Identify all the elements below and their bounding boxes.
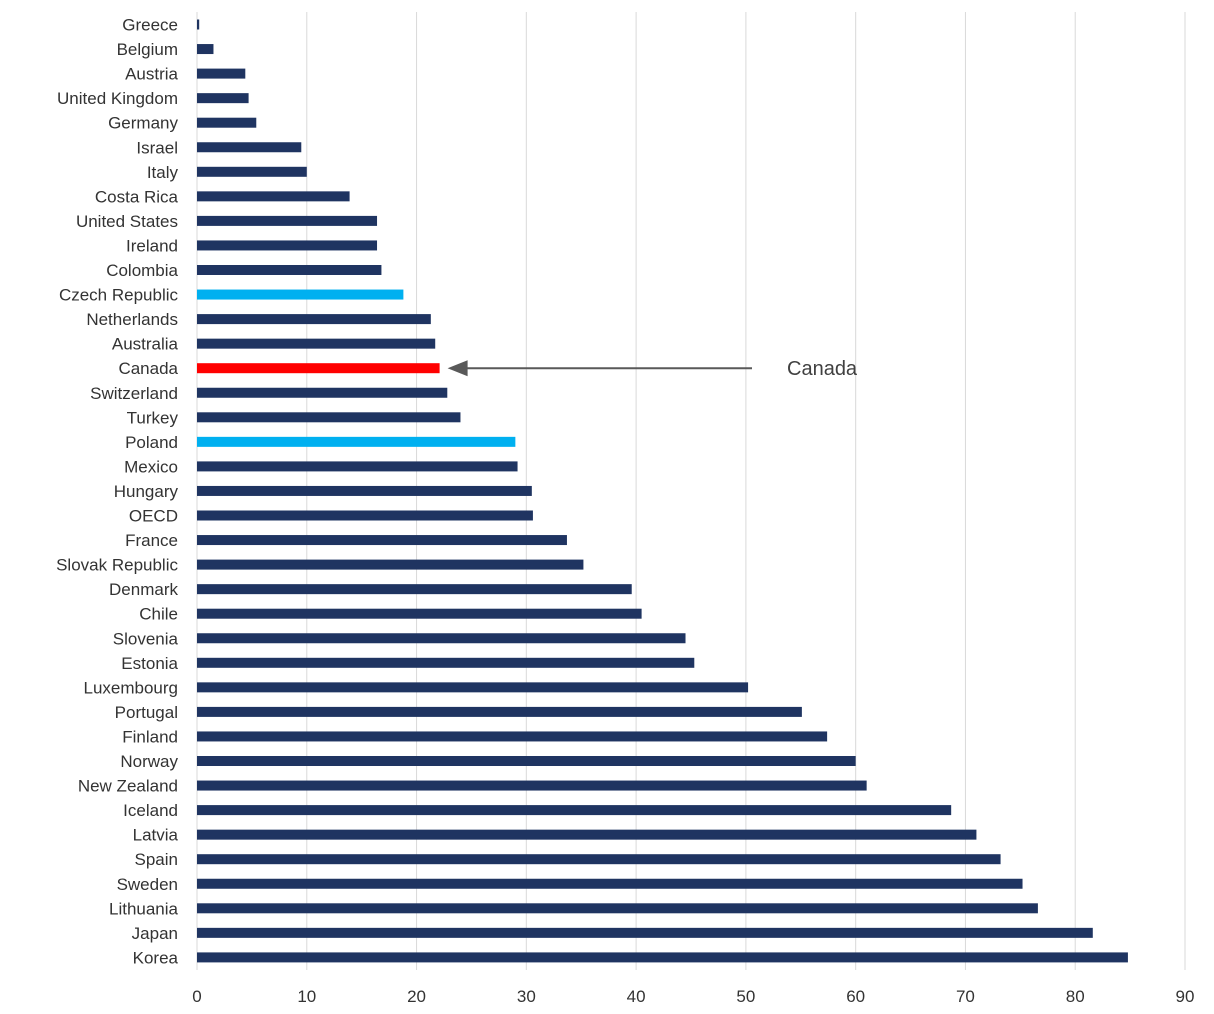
bar-slovenia xyxy=(197,633,686,644)
bar-united-kingdom xyxy=(197,93,249,104)
category-label-portugal: Portugal xyxy=(115,703,178,722)
category-label-united-states: United States xyxy=(76,212,178,231)
bar-australia xyxy=(197,338,436,349)
bar-ireland xyxy=(197,240,378,251)
x-tick-label-50: 50 xyxy=(736,987,755,1006)
bar-portugal xyxy=(197,706,802,717)
category-label-luxembourg: Luxembourg xyxy=(83,678,178,697)
category-label-mexico: Mexico xyxy=(124,457,178,476)
x-tick-label-90: 90 xyxy=(1176,987,1195,1006)
category-label-netherlands: Netherlands xyxy=(86,310,178,329)
category-label-finland: Finland xyxy=(122,727,178,746)
bar-luxembourg xyxy=(197,682,749,693)
category-label-greece: Greece xyxy=(122,16,178,35)
bar-oecd xyxy=(197,510,533,521)
bar-israel xyxy=(197,142,302,153)
bar-hungary xyxy=(197,485,532,496)
bar-germany xyxy=(197,117,257,128)
bar-sweden xyxy=(197,878,1023,889)
x-tick-label-40: 40 xyxy=(627,987,646,1006)
category-label-france: France xyxy=(125,531,178,550)
category-label-sweden: Sweden xyxy=(117,875,178,894)
bar-greece xyxy=(197,19,200,30)
category-labels: Greece Belgium Austria United Kingdom German… xyxy=(56,16,178,968)
bar-latvia xyxy=(197,829,977,840)
bar-denmark xyxy=(197,584,632,595)
bars xyxy=(197,19,1128,963)
category-label-hungary: Hungary xyxy=(114,482,179,501)
category-label-colombia: Colombia xyxy=(106,261,178,280)
category-label-slovak-republic: Slovak Republic xyxy=(56,556,178,575)
category-label-spain: Spain xyxy=(135,850,178,869)
category-label-japan: Japan xyxy=(132,924,178,943)
bar-mexico xyxy=(197,461,518,472)
category-label-ireland: Ireland xyxy=(126,236,178,255)
category-label-oecd: OECD xyxy=(129,507,178,526)
bar-iceland xyxy=(197,805,952,816)
category-label-austria: Austria xyxy=(125,65,178,84)
bar-lithuania xyxy=(197,903,1038,914)
bar-switzerland xyxy=(197,387,448,398)
category-label-estonia: Estonia xyxy=(121,654,178,673)
category-label-costa-rica: Costa Rica xyxy=(95,187,179,206)
bar-finland xyxy=(197,731,828,742)
x-tick-label-20: 20 xyxy=(407,987,426,1006)
bar-korea xyxy=(197,952,1128,963)
category-label-iceland: Iceland xyxy=(123,801,178,820)
category-label-korea: Korea xyxy=(133,948,179,967)
bar-canada xyxy=(197,363,440,374)
bar-spain xyxy=(197,854,1001,865)
x-tick-label-70: 70 xyxy=(956,987,975,1006)
bar-italy xyxy=(197,166,307,177)
bar-united-states xyxy=(197,215,378,226)
category-label-norway: Norway xyxy=(120,752,178,771)
x-tick-label-10: 10 xyxy=(297,987,316,1006)
x-tick-label-80: 80 xyxy=(1066,987,1085,1006)
category-label-new-zealand: New Zealand xyxy=(78,777,178,796)
category-label-germany: Germany xyxy=(108,114,178,133)
category-label-belgium: Belgium xyxy=(117,40,178,59)
category-label-united-kingdom: United Kingdom xyxy=(57,89,178,108)
bar-turkey xyxy=(197,412,461,423)
category-label-slovenia: Slovenia xyxy=(113,629,179,648)
category-label-australia: Australia xyxy=(112,335,179,354)
bar-netherlands xyxy=(197,314,431,325)
bar-france xyxy=(197,535,567,546)
bar-chile xyxy=(197,608,642,619)
category-label-denmark: Denmark xyxy=(109,580,178,599)
category-label-czech-republic: Czech Republic xyxy=(59,286,179,305)
x-tick-label-60: 60 xyxy=(846,987,865,1006)
bar-estonia xyxy=(197,657,695,668)
x-tick-label-0: 0 xyxy=(192,987,201,1006)
bar-japan xyxy=(197,927,1093,938)
bar-costa-rica xyxy=(197,191,350,202)
category-label-canada: Canada xyxy=(118,359,178,378)
bar-belgium xyxy=(197,44,214,55)
bar-norway xyxy=(197,756,856,766)
category-label-italy: Italy xyxy=(147,163,179,182)
bar-new-zealand xyxy=(197,780,867,791)
bar-colombia xyxy=(197,265,382,275)
annotation-arrowhead-icon xyxy=(447,360,468,377)
category-label-switzerland: Switzerland xyxy=(90,384,178,403)
category-label-turkey: Turkey xyxy=(127,408,179,427)
category-label-israel: Israel xyxy=(136,138,178,157)
category-label-chile: Chile xyxy=(139,605,178,624)
category-label-poland: Poland xyxy=(125,433,178,452)
x-tick-label-30: 30 xyxy=(517,987,536,1006)
bar-czech-republic xyxy=(197,289,404,300)
bar-austria xyxy=(197,68,246,79)
x-axis-tick-labels: 0 10 20 30 40 50 60 70 80 90 xyxy=(192,987,1194,1006)
annotation-label-canada: Canada xyxy=(787,358,858,380)
bar-poland xyxy=(197,436,516,447)
category-label-lithuania: Lithuania xyxy=(109,899,179,918)
category-label-latvia: Latvia xyxy=(133,826,179,845)
annotations: Canada xyxy=(447,358,858,380)
bar-slovak-republic xyxy=(197,559,584,570)
